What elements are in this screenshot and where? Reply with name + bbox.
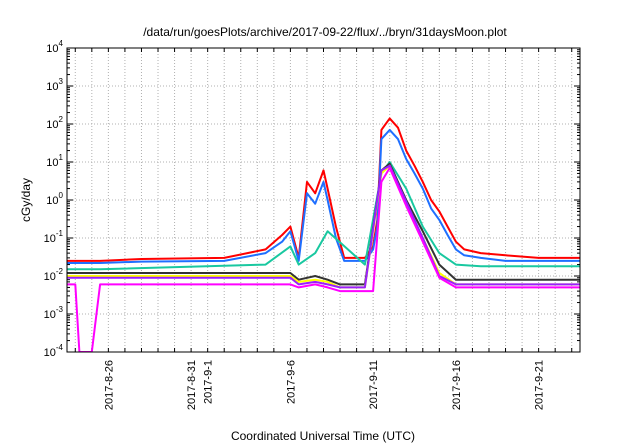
chart-title: /data/run/goesPlots/archive/2017-09-22/f… bbox=[143, 25, 507, 39]
series-line-3 bbox=[67, 161, 580, 271]
x-tick-label: 2017-9-21 bbox=[534, 360, 546, 410]
y-tick-label: 102 bbox=[46, 115, 63, 131]
y-tick-label: 10-3 bbox=[44, 305, 64, 321]
y-tick-label-exponent: 2 bbox=[59, 115, 64, 124]
y-tick-label-base: 10 bbox=[46, 119, 58, 131]
y-tick-label-base: 10 bbox=[46, 81, 58, 93]
y-tick-label-exponent: -3 bbox=[56, 305, 64, 314]
x-tick-label: 2017-8-31 bbox=[186, 360, 198, 410]
x-axis-label: Coordinated Universal Time (UTC) bbox=[231, 429, 415, 443]
series-line-1 bbox=[67, 117, 580, 262]
x-tick-label: 2017-9-16 bbox=[451, 360, 463, 410]
y-tick-label-exponent: -4 bbox=[56, 343, 64, 352]
x-tick-label: 2017-9-6 bbox=[285, 360, 297, 404]
y-tick-label-base: 10 bbox=[46, 43, 58, 55]
y-tick-label: 104 bbox=[46, 39, 63, 55]
y-tick-label: 103 bbox=[46, 77, 63, 93]
y-tick-label: 10-1 bbox=[44, 229, 64, 245]
y-tick-label-base: 10 bbox=[46, 195, 58, 207]
y-axis-label: cGy/day bbox=[19, 178, 33, 222]
x-tick-label: 2017-9-1 bbox=[203, 360, 215, 404]
y-tick-label: 10-2 bbox=[44, 267, 64, 283]
plot-frame bbox=[66, 47, 581, 353]
y-tick-label-base: 10 bbox=[44, 271, 56, 283]
grid bbox=[67, 48, 580, 352]
y-tick-label-base: 10 bbox=[46, 157, 58, 169]
y-tick-label-exponent: 3 bbox=[59, 77, 64, 86]
series-line-7 bbox=[67, 166, 580, 352]
y-tick-label-exponent: 1 bbox=[59, 153, 64, 162]
y-tick-label: 100 bbox=[46, 191, 63, 207]
x-tick-label: 2017-9-11 bbox=[368, 360, 380, 409]
y-tick-label-base: 10 bbox=[44, 233, 56, 245]
y-tick-label: 101 bbox=[46, 153, 63, 169]
y-tick-label-exponent: 4 bbox=[59, 39, 64, 48]
y-tick-label-base: 10 bbox=[44, 347, 56, 359]
y-tick-label-exponent: 0 bbox=[59, 191, 64, 200]
x-tick-labels: 2017-8-26 2017-8-31 2017-9-1 2017-9-6 2017-9… bbox=[103, 360, 545, 410]
y-tick-label-base: 10 bbox=[44, 309, 56, 321]
series-group bbox=[67, 117, 580, 352]
x-tick-label: 2017-8-26 bbox=[103, 360, 115, 410]
y-tick-label-exponent: -2 bbox=[56, 267, 64, 276]
y-tick-label-exponent: -1 bbox=[56, 229, 64, 238]
y-tick-label: 10-4 bbox=[44, 343, 64, 359]
